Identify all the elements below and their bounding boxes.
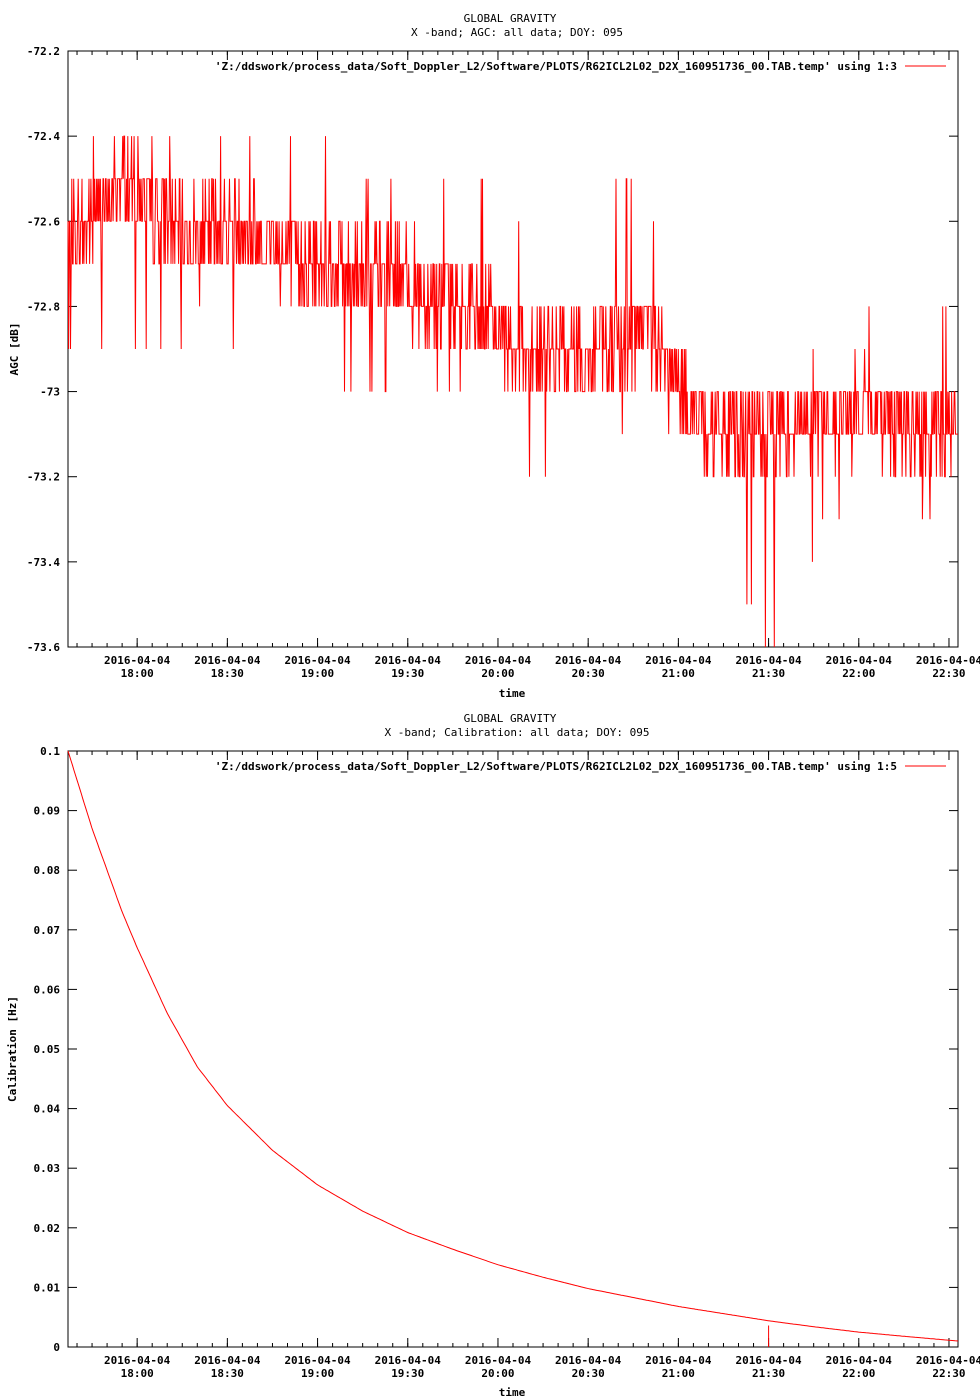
x-tick-date: 2016-04-04 [104,654,171,667]
y-tick-label: -73.4 [27,556,60,569]
x-tick-date: 2016-04-04 [735,654,802,667]
calibration-x-ticks: 2016-04-0418:002016-04-0418:302016-04-04… [76,751,980,1380]
x-tick-time: 22:00 [842,1367,875,1380]
x-tick-time: 22:30 [932,667,965,680]
calibration-series [67,750,959,1347]
agc-title: GLOBAL GRAVITY [464,12,557,25]
y-tick-label: 0.03 [34,1162,61,1175]
x-tick-date: 2016-04-04 [555,1354,622,1367]
calibration-legend-label: 'Z:/ddswork/process_data/Soft_Doppler_L2… [215,760,897,773]
x-tick-time: 20:30 [572,1367,605,1380]
x-tick-time: 19:00 [301,1367,334,1380]
x-tick-time: 20:00 [481,667,514,680]
agc-legend-label: 'Z:/ddswork/process_data/Soft_Doppler_L2… [215,60,897,73]
agc-line [67,135,958,648]
calibration-x-axis-label: time [499,1386,526,1399]
x-tick-date: 2016-04-04 [826,654,893,667]
x-tick-date: 2016-04-04 [465,654,532,667]
agc-x-axis-label: time [499,687,526,700]
x-tick-time: 19:30 [391,667,424,680]
y-tick-label: 0.04 [34,1103,61,1116]
y-tick-label: 0.1 [40,745,60,758]
x-tick-date: 2016-04-04 [284,1354,351,1367]
agc-y-ticks: -72.2 -72.4 -72.6 -72.8 -73 -73.2 -73.4 -73.6 [27,45,958,654]
x-tick-time: 21:00 [662,667,695,680]
x-tick-time: 18:30 [211,667,244,680]
y-tick-label: -73.2 [27,471,60,484]
x-tick-date: 2016-04-04 [916,1354,980,1367]
calibration-y-axis-label: Calibration [Hz] [6,996,19,1102]
agc-panel: GLOBAL GRAVITY X -band; AGC: all data; D… [8,12,980,700]
x-tick-time: 22:00 [842,667,875,680]
y-tick-label: 0.06 [34,983,61,996]
calibration-subtitle: X -band; Calibration: all data; DOY: 095 [385,726,650,739]
agc-series [67,135,958,648]
y-tick-label: 0.08 [34,864,61,877]
x-tick-date: 2016-04-04 [645,1354,712,1367]
calibration-y-ticks: 0.1 0.09 0.08 0.07 0.06 0.05 0.04 0.03 0.02 0.01 0 [34,745,958,1354]
x-tick-date: 2016-04-04 [735,1354,802,1367]
x-tick-time: 20:30 [572,667,605,680]
x-tick-time: 19:00 [301,667,334,680]
y-tick-label: 0.07 [34,924,61,937]
y-tick-label: -73.6 [27,641,60,654]
y-tick-label: 0.09 [34,805,61,818]
x-tick-time: 19:30 [391,1367,424,1380]
x-tick-time: 20:00 [481,1367,514,1380]
x-tick-date: 2016-04-04 [284,654,351,667]
x-tick-date: 2016-04-04 [465,1354,532,1367]
x-tick-date: 2016-04-04 [555,654,622,667]
calibration-plot-frame [67,750,959,1348]
x-tick-date: 2016-04-04 [194,654,261,667]
x-tick-date: 2016-04-04 [826,1354,893,1367]
x-tick-time: 18:30 [211,1367,244,1380]
x-tick-time: 22:30 [932,1367,965,1380]
x-tick-time: 21:00 [662,1367,695,1380]
x-tick-time: 21:30 [752,1367,785,1380]
y-tick-label: 0 [53,1341,60,1354]
x-tick-date: 2016-04-04 [645,654,712,667]
calibration-panel: GLOBAL GRAVITY X -band; Calibration: all… [6,712,980,1399]
calibration-title: GLOBAL GRAVITY [464,712,557,725]
x-tick-date: 2016-04-04 [916,654,980,667]
y-tick-label: -73 [40,386,60,399]
x-tick-time: 18:00 [121,667,154,680]
x-tick-time: 21:30 [752,667,785,680]
y-tick-label: 0.02 [34,1222,61,1235]
agc-y-axis-label: AGC [dB] [8,323,21,376]
x-tick-time: 18:00 [121,1367,154,1380]
y-tick-label: 0.05 [34,1043,61,1056]
x-tick-date: 2016-04-04 [194,1354,261,1367]
x-tick-date: 2016-04-04 [375,1354,442,1367]
y-tick-label: -72.8 [27,300,60,313]
y-tick-label: -72.2 [27,45,60,58]
y-tick-label: -72.6 [27,215,60,228]
x-tick-date: 2016-04-04 [375,654,442,667]
x-tick-date: 2016-04-04 [104,1354,171,1367]
y-tick-label: 0.01 [34,1281,61,1294]
y-tick-label: -72.4 [27,130,60,143]
agc-x-ticks: 2016-04-0418:002016-04-0418:302016-04-04… [76,51,980,680]
calibration-line [67,750,959,1347]
agc-subtitle: X -band; AGC: all data; DOY: 095 [411,26,623,39]
